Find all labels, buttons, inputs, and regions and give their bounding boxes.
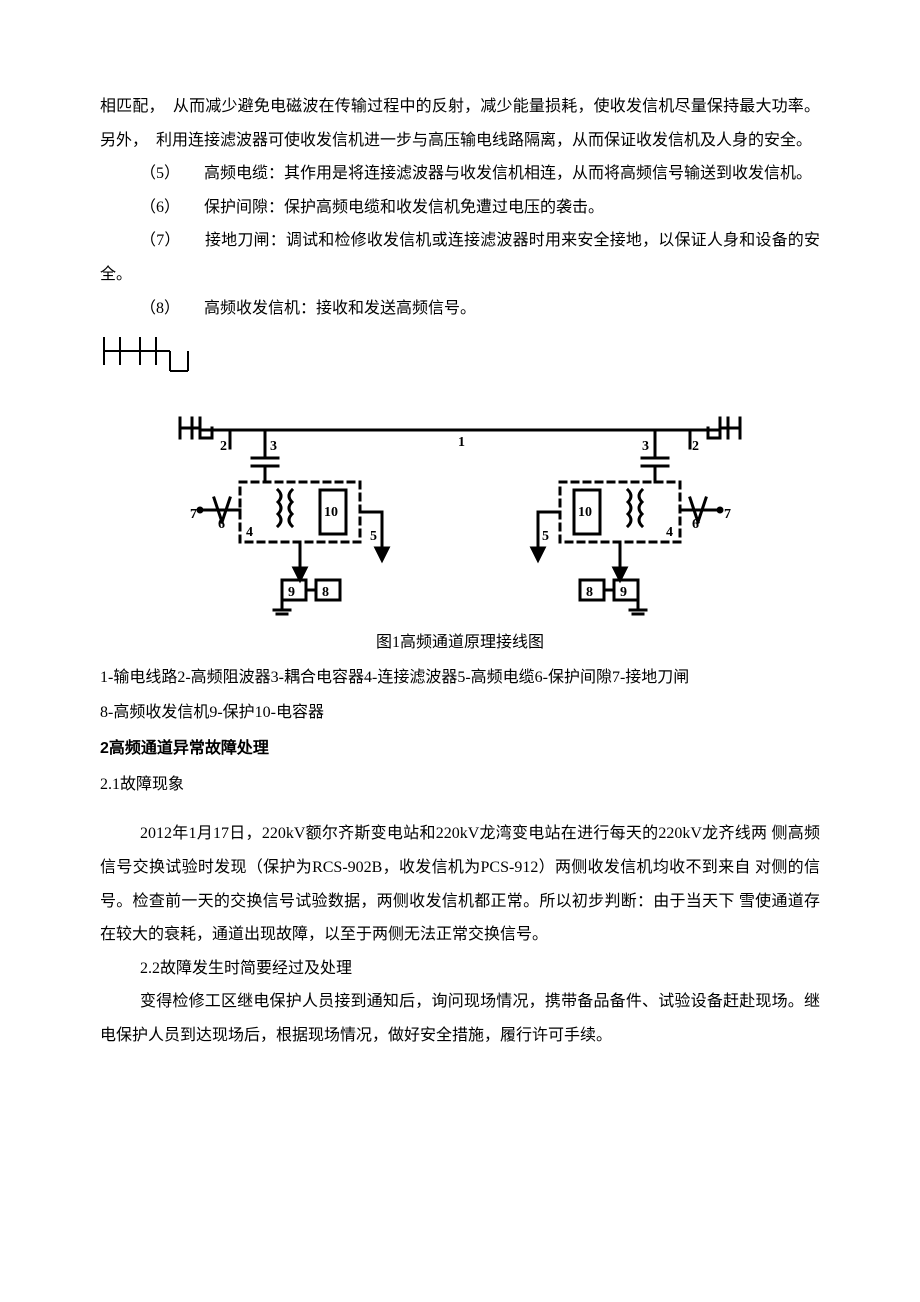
section-2-2-heading: 2.2故障发生时简要经过及处理 (100, 952, 820, 986)
svg-text:9: 9 (288, 585, 295, 600)
svg-text:1: 1 (458, 435, 465, 450)
svg-text:3: 3 (642, 439, 649, 454)
schematic-small-icon (100, 333, 192, 377)
svg-text:5: 5 (370, 529, 377, 544)
paragraph-intro: 相匹配， 从而减少避免电磁波在传输过程中的反射，减少能量损耗，使收发信机尽量保持… (100, 90, 820, 157)
svg-text:2: 2 (220, 439, 227, 454)
svg-text:6: 6 (692, 517, 699, 532)
svg-text:7: 7 (190, 507, 197, 522)
svg-text:4: 4 (666, 525, 673, 540)
figure-1-caption: 图1高频通道原理接线图 (100, 626, 820, 660)
figure-1-legend-line2: 8-高频收发信机9-保护10-电容器 (100, 698, 820, 728)
item-8: （8） 高频收发信机：接收和发送高频信号。 (100, 292, 820, 326)
svg-text:9: 9 (620, 585, 627, 600)
svg-text:8: 8 (322, 585, 329, 600)
svg-text:5: 5 (542, 529, 549, 544)
svg-text:10: 10 (324, 505, 338, 520)
item-5: （5） 高频电缆：其作用是将连接滤波器与收发信机相连，从而将高频信号输送到收发信… (100, 157, 820, 191)
figure-1-legend-line1: 1-输电线路2-高频阻波器3-耦合电容器4-连接滤波器5-高频电缆6-保护间隙7… (100, 663, 820, 693)
svg-text:4: 4 (246, 525, 253, 540)
svg-text:6: 6 (218, 517, 225, 532)
section-2-1-paragraph: 2012年1月17日，220kV额尔齐斯变电站和220kV龙湾变电站在进行每天的… (100, 817, 820, 951)
svg-text:2: 2 (692, 439, 699, 454)
svg-text:3: 3 (270, 439, 277, 454)
figure-1-schematic: 1 2 3 4 5 6 7 8 9 10 2 3 4 5 6 7 8 9 10 (170, 410, 750, 620)
item-6: （6） 保护间隙：保护高频电缆和收发信机免遭过电压的袭击。 (100, 191, 820, 225)
section-2-heading: 2高频通道异常故障处理 (100, 732, 820, 766)
svg-text:7: 7 (724, 507, 731, 522)
svg-text:8: 8 (586, 585, 593, 600)
section-2-1-heading: 2.1故障现象 (100, 768, 820, 802)
svg-text:10: 10 (578, 505, 592, 520)
item-7: （7） 接地刀闸：调试和检修收发信机或连接滤波器时用来安全接地，以保证人身和设备… (100, 224, 820, 291)
section-2-2-paragraph: 变得检修工区继电保护人员接到通知后，询问现场情况，携带备品备件、试验设备赶赴现场… (100, 985, 820, 1052)
